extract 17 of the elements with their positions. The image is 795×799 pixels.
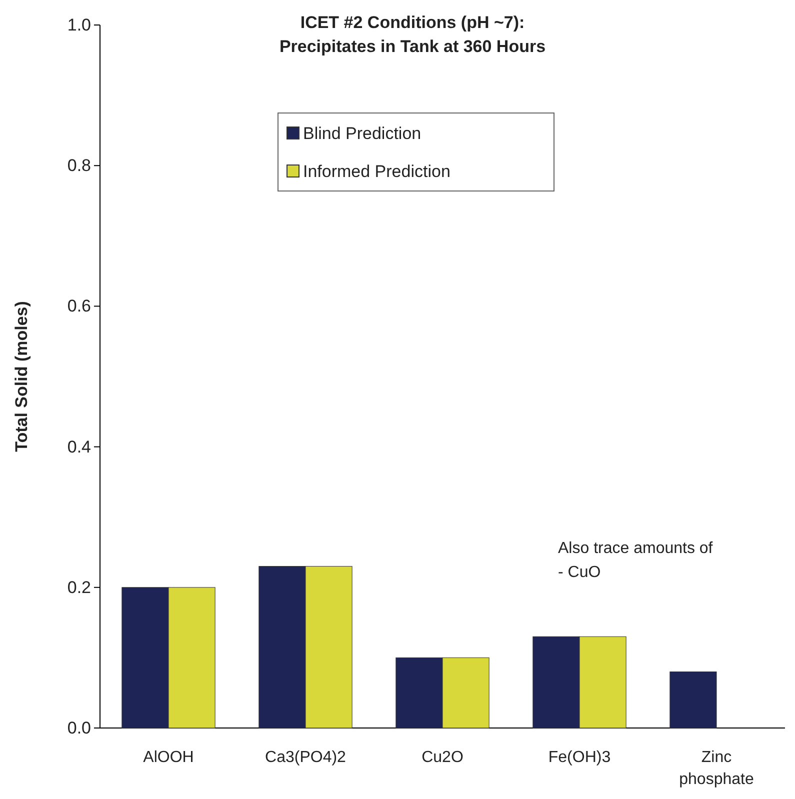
x-tick-label: Ca3(PO4)2: [265, 749, 346, 766]
annotation: Also trace amounts of - CuO: [558, 540, 714, 581]
y-axis-title: Total Solid (moles): [12, 301, 31, 452]
x-tick-label: Zinc phosphate: [679, 749, 754, 788]
y-tick-label: 0.6: [67, 296, 91, 316]
y-tick-label: 0.2: [67, 578, 91, 597]
y-tick-label: 1.0: [67, 15, 91, 34]
y-tick-label: 0.0: [67, 718, 91, 738]
x-tick-label: AlOOH: [143, 749, 194, 766]
y-tick-label: 0.4: [67, 437, 91, 456]
x-tick-label: Fe(OH)3: [548, 749, 611, 766]
legend-label: Informed Prediction: [303, 162, 450, 181]
x-tick-label: Cu2O: [422, 749, 464, 766]
bar: [670, 672, 717, 728]
y-tick-label: 0.8: [67, 156, 91, 176]
legend-label: Blind Prediction: [303, 124, 422, 143]
chart-title: ICET #2 Conditions (pH ~7): Precipitates in Tank at 360 Hours: [279, 13, 546, 56]
